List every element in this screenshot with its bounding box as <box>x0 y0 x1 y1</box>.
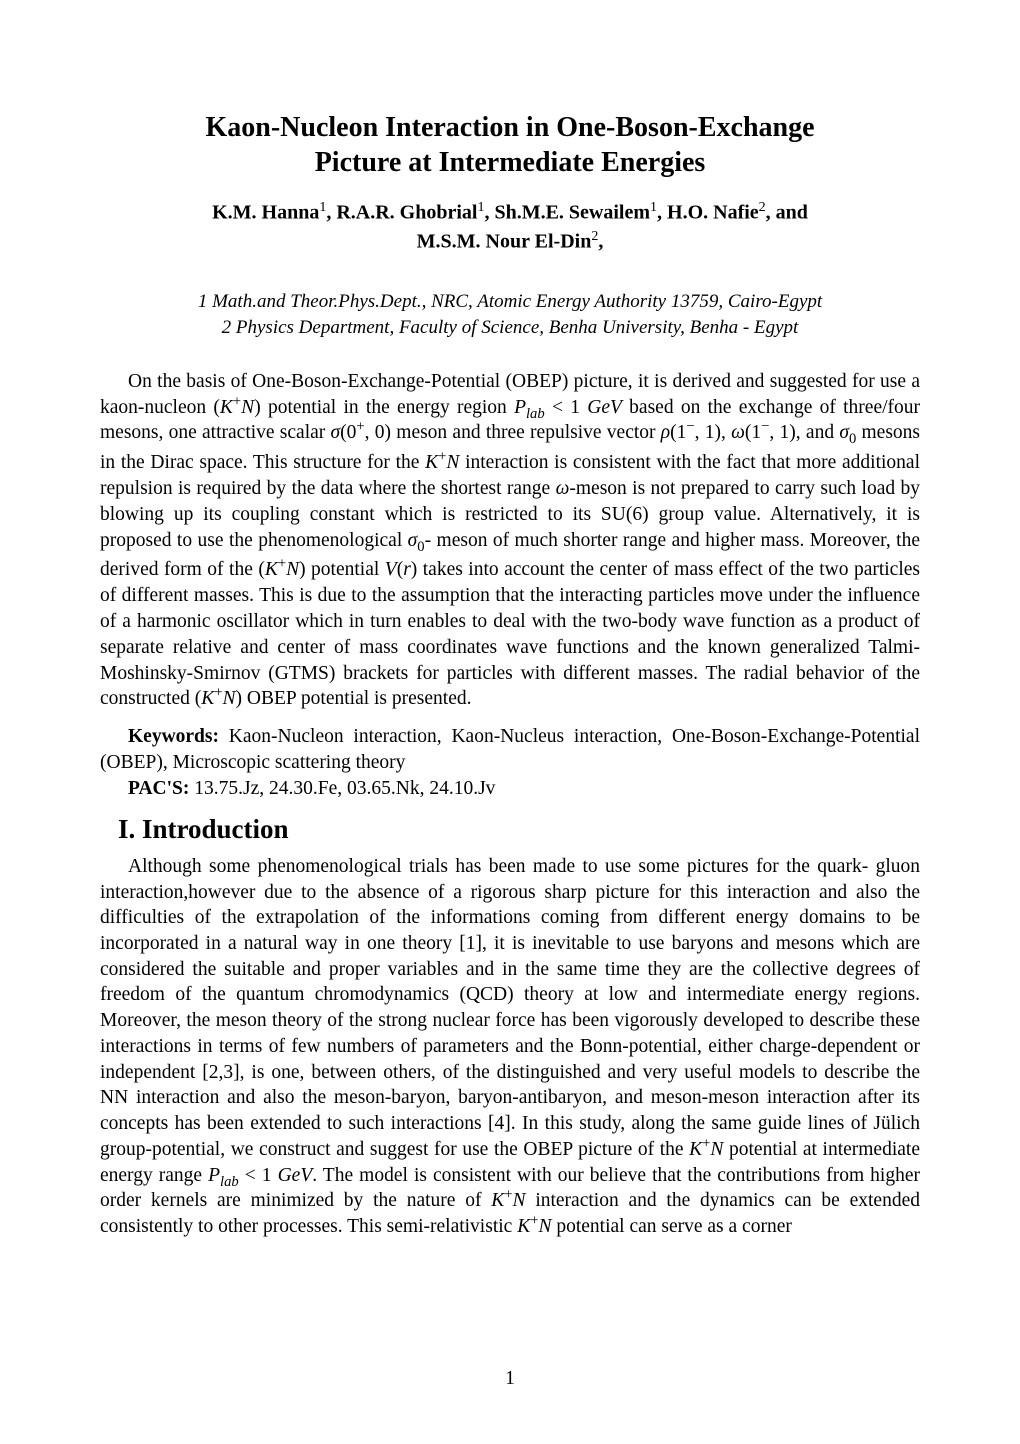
paper-title: Kaon-Nucleon Interaction in One-Boson-Ex… <box>100 110 920 180</box>
keywords-block: Keywords: Kaon-Nucleon interaction, Kaon… <box>100 724 920 776</box>
abstract: On the basis of One-Boson-Exchange-Poten… <box>100 369 920 713</box>
keywords-text: Kaon-Nucleon interaction, Kaon-Nucleus i… <box>100 726 920 773</box>
intro-paragraph: Although some phenomenological trials ha… <box>100 854 920 1240</box>
authors: K.M. Hanna1, R.A.R. Ghobrial1, Sh.M.E. S… <box>100 198 920 255</box>
pacs-text: 13.75.Jz, 24.30.Fe, 03.65.Nk, 24.10.Jv <box>189 778 495 799</box>
affiliation-1: 1 Math.and Theor.Phys.Dept., NRC, Atomic… <box>198 291 822 312</box>
section-1-heading: I. Introduction <box>118 812 920 848</box>
title-line-1: Kaon-Nucleon Interaction in One-Boson-Ex… <box>205 112 814 143</box>
keywords-label: Keywords: <box>128 726 219 747</box>
pacs-block: PAC'S: 13.75.Jz, 24.30.Fe, 03.65.Nk, 24.… <box>100 776 920 802</box>
pacs-label: PAC'S: <box>128 778 189 799</box>
page-number: 1 <box>0 1366 1020 1392</box>
affiliations: 1 Math.and Theor.Phys.Dept., NRC, Atomic… <box>100 289 920 340</box>
affiliation-2: 2 Physics Department, Faculty of Science… <box>222 317 799 338</box>
title-line-2: Picture at Intermediate Energies <box>315 147 706 178</box>
